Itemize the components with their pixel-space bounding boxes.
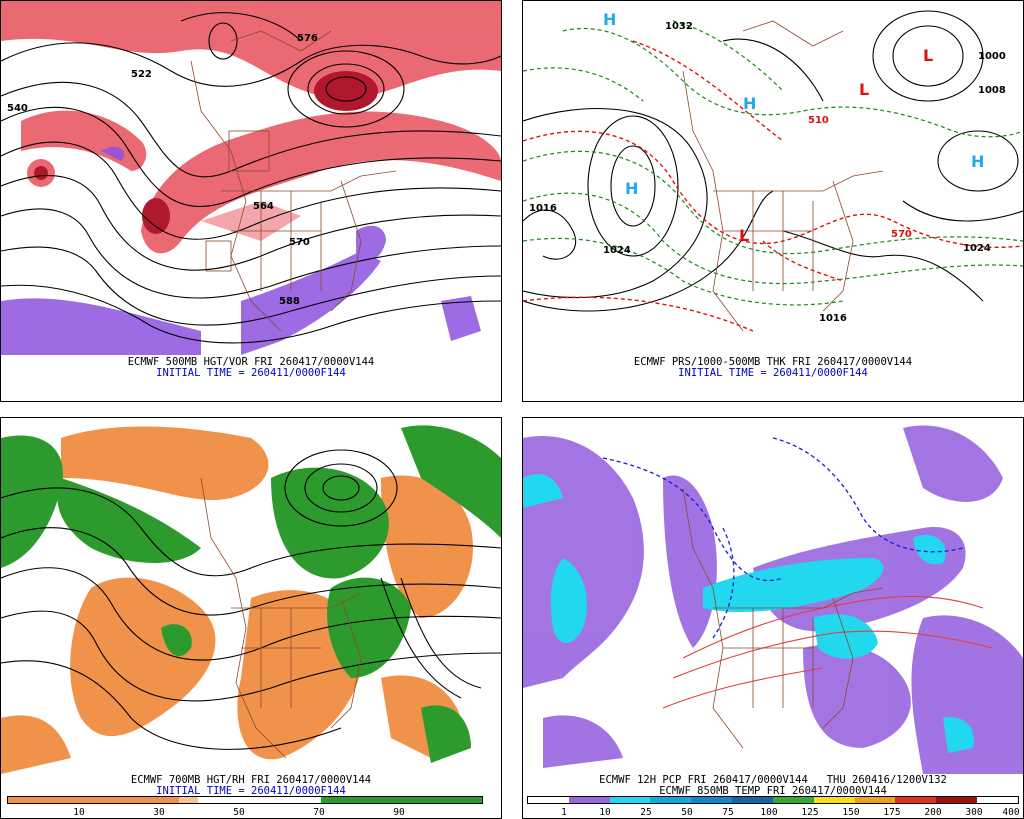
colorbar-tick: 125 bbox=[801, 807, 819, 818]
isobar-label: 1016 bbox=[819, 313, 847, 324]
colorbar-tick: 30 bbox=[153, 807, 165, 818]
map-500mb-vorticity: 576 522 540 564 570 588 bbox=[1, 1, 501, 355]
map-mslp-thickness: H H H H L L L 1032 1008 1016 1024 1024 1… bbox=[523, 1, 1023, 355]
colorbar-tick: 50 bbox=[233, 807, 245, 818]
colorbar-tick: 200 bbox=[924, 807, 942, 818]
thickness-cold bbox=[523, 20, 1023, 306]
contour-label: 576 bbox=[297, 33, 318, 44]
colorbar-segment bbox=[650, 797, 692, 803]
colorbar-segment bbox=[976, 797, 1018, 803]
thickness-warm bbox=[523, 40, 1023, 332]
panel-700mb-hgt-rh: ECMWF 700MB HGT/RH FRI 260417/0000V144 I… bbox=[0, 417, 502, 819]
map-precipitation-850mb-temp bbox=[523, 418, 1023, 774]
low-pressure-label: L bbox=[859, 80, 869, 99]
temp-isotherms-cold bbox=[602, 437, 964, 639]
high-pressure-label: H bbox=[743, 94, 756, 113]
panel-12h-pcp-850mb-temp: ECMWF 12H PCP FRI 260417/0000V144 THU 26… bbox=[522, 417, 1024, 819]
high-pressure-label: H bbox=[625, 179, 638, 198]
low-pressure-label: L bbox=[923, 46, 933, 65]
colorbar-segment bbox=[772, 797, 814, 803]
panel-500mb-hgt-vor: 576 522 540 564 570 588 ECMWF 500MB HGT/… bbox=[0, 0, 502, 402]
contour-labels: 576 522 540 564 570 588 bbox=[7, 33, 318, 307]
isobar-label: 1032 bbox=[665, 21, 693, 32]
colorbar-segment bbox=[197, 797, 321, 803]
initial-time-caption: INITIAL TIME = 260411/0000F144 bbox=[156, 785, 346, 797]
isobar-label: 1024 bbox=[603, 245, 631, 256]
isobars bbox=[523, 10, 1023, 312]
initial-time-caption: INITIAL TIME = 260411/0000F144 bbox=[678, 367, 868, 379]
high-pressure-label: H bbox=[603, 10, 616, 29]
colorbar-tick: 400 bbox=[1002, 807, 1020, 818]
map-700mb-relative-humidity bbox=[1, 418, 501, 774]
colorbar-segment bbox=[609, 797, 651, 803]
map-caption: ECMWF PRS/1000-500MB THK FRI 260417/0000… bbox=[633, 356, 913, 368]
map-caption: ECMWF 500MB HGT/VOR FRI 260417/0000V144 bbox=[127, 356, 375, 368]
panel-mslp-thickness: H H H H L L L 1032 1008 1016 1024 1024 1… bbox=[522, 0, 1024, 402]
colorbar-segment bbox=[895, 797, 937, 803]
colorbar-segment bbox=[8, 797, 179, 803]
political-borders bbox=[200, 477, 362, 759]
political-borders bbox=[682, 20, 884, 332]
isobar-label: 1000 bbox=[978, 51, 1006, 62]
contour-label: 540 bbox=[7, 103, 28, 114]
high-pressure-label: H bbox=[971, 152, 984, 171]
contour-label: 564 bbox=[253, 201, 274, 212]
thickness-label: 570 bbox=[891, 229, 912, 240]
political-borders bbox=[190, 30, 397, 332]
colorbar-tick: 25 bbox=[640, 807, 652, 818]
negative-vorticity bbox=[1, 146, 481, 355]
low-pressure-label: L bbox=[739, 226, 749, 245]
temp-caption: ECMWF 850MB TEMP FRI 260417/0000V144 bbox=[659, 785, 887, 797]
colorbar-tick: 90 bbox=[393, 807, 405, 818]
colorbar-tick: 175 bbox=[883, 807, 901, 818]
colorbar-tick: 100 bbox=[760, 807, 778, 818]
political-borders bbox=[682, 487, 884, 749]
colorbar-tick: 75 bbox=[722, 807, 734, 818]
colorbar-segment bbox=[854, 797, 896, 803]
contour-label: 588 bbox=[279, 296, 300, 307]
colorbar-segment bbox=[178, 797, 198, 803]
colorbar-segment bbox=[936, 797, 977, 803]
thickness-label: 510 bbox=[808, 115, 829, 126]
contour-label: 570 bbox=[289, 237, 310, 248]
colorbar-segment bbox=[528, 797, 569, 803]
colorbar-tick: 50 bbox=[681, 807, 693, 818]
colorbar-tick: 1 bbox=[561, 807, 567, 818]
rh-dry-shading bbox=[1, 426, 473, 774]
precip-colorbar bbox=[527, 796, 1019, 804]
isobar-label: 1024 bbox=[963, 243, 991, 254]
height-contours bbox=[1, 449, 501, 750]
colorbar-segment bbox=[813, 797, 855, 803]
initial-time-caption: INITIAL TIME = 260411/0000F144 bbox=[156, 367, 346, 379]
colorbar-tick: 150 bbox=[842, 807, 860, 818]
colorbar-tick: 300 bbox=[965, 807, 983, 818]
colorbar-tick: 10 bbox=[599, 807, 611, 818]
contour-label: 522 bbox=[131, 69, 152, 80]
map-caption: ECMWF 700MB HGT/RH FRI 260417/0000V144 bbox=[130, 774, 372, 786]
colorbar-segment bbox=[320, 797, 482, 803]
isobar-labels: 1032 1008 1016 1024 1024 1000 1016 bbox=[529, 21, 1006, 324]
colorbar-segment bbox=[732, 797, 773, 803]
map-caption: ECMWF 12H PCP FRI 260417/0000V144 THU 26… bbox=[599, 774, 947, 786]
colorbar-tick: 10 bbox=[73, 807, 85, 818]
rh-colorbar bbox=[7, 796, 483, 804]
isobar-label: 1008 bbox=[978, 85, 1006, 96]
colorbar-segment bbox=[691, 797, 733, 803]
isobar-label: 1016 bbox=[529, 203, 557, 214]
colorbar-tick: 70 bbox=[313, 807, 325, 818]
height-contours bbox=[1, 12, 501, 344]
thickness-labels: 510 570 bbox=[808, 115, 912, 240]
pressure-centers: H H H H L L L bbox=[603, 10, 984, 245]
colorbar-segment bbox=[568, 797, 610, 803]
